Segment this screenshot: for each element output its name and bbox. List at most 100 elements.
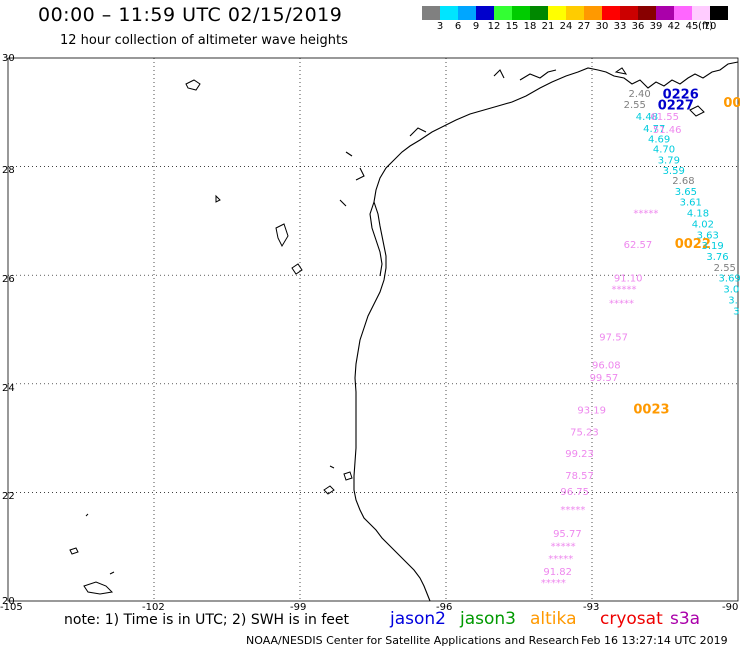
legend-swatch	[530, 6, 548, 20]
legend-swatch	[692, 6, 710, 20]
lon-label-105: -105	[0, 602, 23, 613]
footer-credit: NOAA/NESDIS Center for Satellite Applica…	[246, 634, 580, 647]
wave-height-label: *****	[541, 578, 566, 589]
wave-height-label: 4.48	[636, 112, 658, 123]
wave-height-label: 2.40	[629, 89, 651, 100]
legend-label: 21	[541, 21, 555, 32]
wave-height-label: 62.57	[624, 240, 653, 251]
legend-swatch	[476, 6, 494, 20]
legend-label: 12	[487, 21, 501, 32]
legend-swatch	[656, 6, 674, 20]
lat-label-30: 30	[2, 53, 15, 64]
wave-height-label: 4.77	[643, 124, 665, 135]
observation-labels: 02262.402.5502270024.4861.554.7751.464.6…	[541, 88, 740, 589]
legend-label: 9	[472, 21, 480, 32]
lat-label-22: 22	[2, 491, 15, 502]
satellite-cryosat: cryosat	[600, 609, 663, 629]
wave-height-label: 99.23	[565, 449, 594, 460]
wave-height-label: 75.23	[570, 427, 599, 438]
wave-height-label: 3.0	[723, 285, 739, 296]
legend-swatch	[566, 6, 584, 20]
satellite-altika: altika	[530, 609, 577, 629]
wave-height-label: 99.57	[590, 373, 619, 384]
wave-height-label: *****	[633, 209, 658, 220]
units-note: note: 1) Time is in UTC; 2) SWH is in fe…	[64, 612, 350, 628]
coastline	[339, 61, 739, 602]
wave-height-label: 91.82	[543, 567, 572, 578]
wave-height-label: 4.18	[687, 209, 709, 220]
legend-swatch	[440, 6, 458, 20]
wave-height-label: 4.69	[648, 135, 670, 146]
legend-swatch	[584, 6, 602, 20]
legend-swatch	[602, 6, 620, 20]
wave-height-label: *****	[551, 541, 576, 552]
wave-height-label: 3.61	[680, 198, 702, 209]
wave-height-label: 3	[733, 306, 739, 317]
lon-label-90: -90	[722, 602, 739, 613]
legend-label: 24	[559, 21, 573, 32]
satellite-jason2: jason2	[390, 609, 446, 629]
pass-label: 002	[723, 96, 740, 111]
legend-swatch	[710, 6, 728, 20]
wave-height-label: 4.02	[692, 219, 714, 230]
satellite-s3a: s3a	[670, 609, 701, 629]
wave-height-label: 2.55	[714, 263, 736, 274]
legend-label: 6	[454, 21, 462, 32]
wave-height-label: 97.57	[599, 332, 628, 343]
legend-swatch	[494, 6, 512, 20]
wave-height-label: 3.79	[658, 155, 680, 166]
wave-height-label: *****	[611, 285, 636, 296]
pass-label: 0227	[658, 99, 694, 114]
wave-height-label: 2.68	[672, 176, 694, 187]
wave-height-label: 96.75	[560, 487, 589, 498]
legend-swatch	[512, 6, 530, 20]
lat-label-20: 20	[2, 596, 15, 607]
legend-label: 33	[613, 21, 627, 32]
legend-label: 70	[703, 21, 717, 32]
legend-label: 15	[505, 21, 519, 32]
wave-height-label: *****	[560, 505, 585, 516]
pass-label: 0023	[633, 403, 669, 418]
lon-label-102: -102	[142, 602, 165, 613]
legend-label: 36	[631, 21, 645, 32]
legend-swatch	[638, 6, 656, 20]
inland-lakes	[69, 67, 705, 595]
legend-label: 30	[595, 21, 609, 32]
pass-label: 0226	[663, 88, 699, 103]
page-title: 00:00 – 11:59 UTC 02/15/2019	[38, 4, 343, 26]
legend-swatch	[422, 6, 440, 20]
lon-label-93: -93	[583, 602, 600, 613]
legend-unit: (ft)	[698, 21, 714, 32]
legend-label: 42	[667, 21, 681, 32]
wave-height-label: 3.63	[697, 230, 719, 241]
wave-height-label: 3.69	[719, 274, 740, 285]
legend-swatch	[620, 6, 638, 20]
footer-timestamp: Feb 16 13:27:14 UTC 2019	[581, 634, 728, 647]
legend-label: 27	[577, 21, 591, 32]
legend-label: 39	[649, 21, 663, 32]
wave-height-label: 93.19	[577, 406, 606, 417]
wave-height-label: 91.10	[614, 274, 643, 285]
wave-height-label: *****	[609, 299, 634, 310]
wave-height-label: 78.57	[565, 471, 594, 482]
wave-height-label: *****	[548, 554, 573, 565]
wave-height-label: 96.08	[592, 361, 621, 372]
legend-label: 18	[523, 21, 537, 32]
legend-label: 3	[436, 21, 444, 32]
wave-height-label: 3.65	[675, 187, 697, 198]
legend-swatch	[548, 6, 566, 20]
wave-height-label: 2.55	[624, 100, 646, 111]
wave-height-label: 3.	[728, 295, 738, 306]
wave-height-label: 95.77	[553, 529, 582, 540]
lon-label-99: -99	[290, 602, 307, 613]
legend-swatch	[674, 6, 692, 20]
legend-swatch	[458, 6, 476, 20]
wave-height-label: 3.59	[663, 166, 685, 177]
wave-height-label: 61.55	[650, 112, 679, 123]
lon-label-96: -96	[436, 602, 453, 613]
wave-height-label: 3.76	[706, 252, 728, 263]
lat-label-24: 24	[2, 383, 15, 394]
wave-height-label: 4.70	[653, 144, 675, 155]
map-frame	[7, 57, 739, 602]
